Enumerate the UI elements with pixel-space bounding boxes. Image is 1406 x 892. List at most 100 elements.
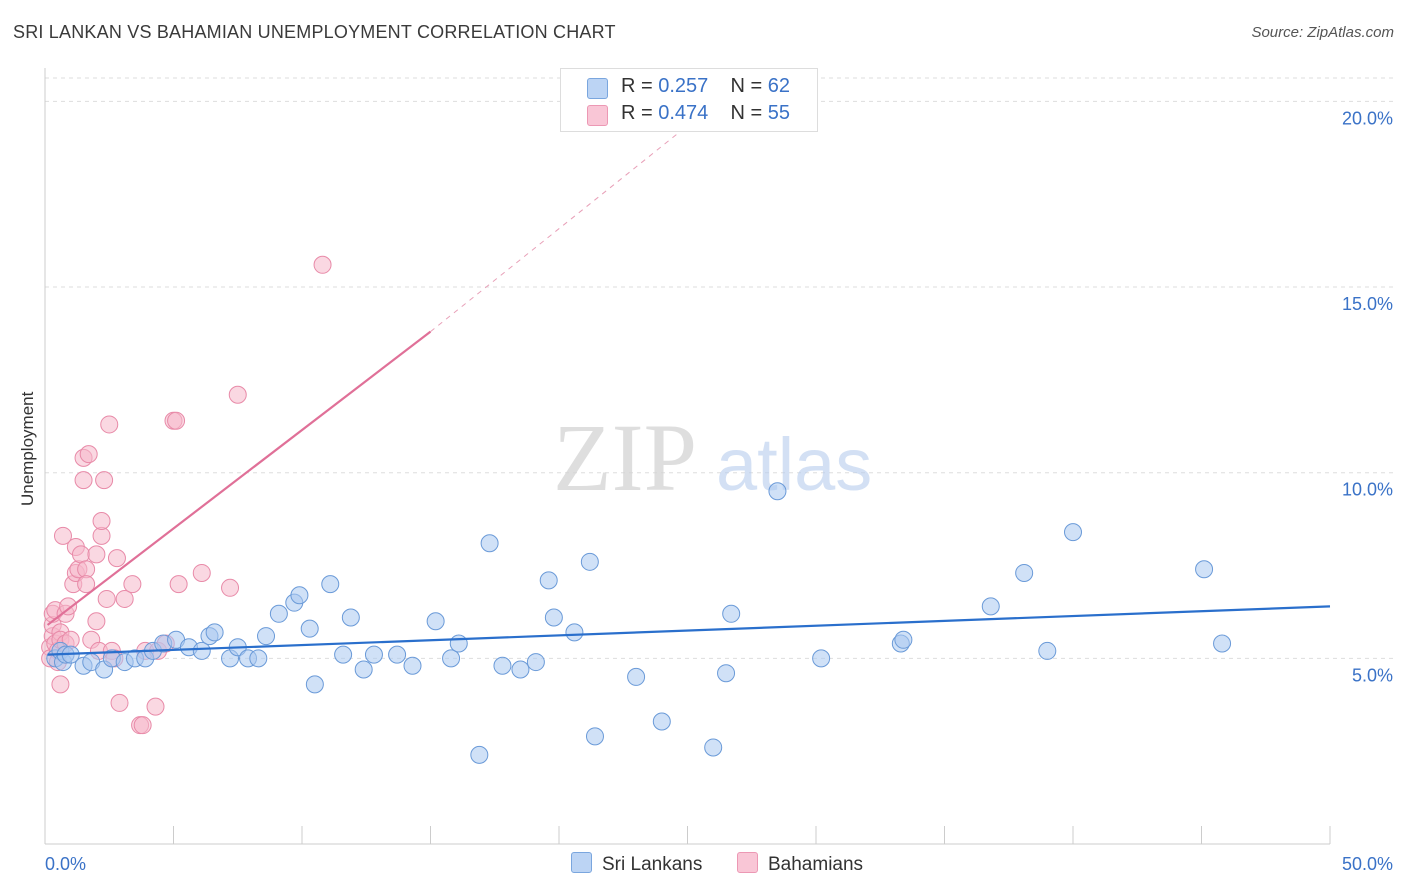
bahamians-point (100, 415, 119, 434)
sri-lankans-point (403, 656, 422, 675)
correlation-legend: R = 0.257 N = 62 R = 0.474 N = 55 (560, 68, 818, 132)
sri-lankans-point (192, 641, 211, 660)
bahamians-point (123, 575, 142, 594)
sri-lankans-point (768, 482, 787, 501)
bahamians-point (87, 612, 106, 631)
bottom-legend-sri-lankans: Sri Lankans (571, 852, 702, 876)
bahamians-point (87, 545, 106, 564)
legend-r-label: R = (621, 102, 659, 124)
bahamians-point (77, 575, 96, 594)
bahamians-point (51, 675, 70, 694)
sri-lankans-point (470, 745, 489, 764)
bahamians-point (74, 471, 93, 490)
bahamians-point (59, 597, 78, 616)
watermark-atlas: atlas (716, 423, 872, 506)
sri-lankans-point (426, 612, 445, 631)
x-tick-label: 0.0% (45, 854, 86, 874)
sri-lankans-point (300, 619, 319, 638)
sri-lankans-point (290, 586, 309, 605)
sri-lankans-point (341, 608, 360, 627)
y-tick-label: 15.0% (1342, 294, 1393, 314)
sri-lankans-point (364, 645, 383, 664)
x-tick-label: 50.0% (1342, 854, 1393, 874)
sri-lankans-point (812, 649, 831, 668)
bahamians-point (107, 549, 126, 568)
bahamians-point (92, 511, 111, 530)
legend-swatch-pink (587, 105, 608, 126)
sri-lankans-point (269, 604, 288, 623)
grid-lines (45, 77, 1393, 659)
bottom-legend-label: Sri Lankans (602, 854, 703, 875)
trend-lines (46, 104, 1331, 656)
bahamians-point (110, 693, 129, 712)
sri-lankans-point (493, 656, 512, 675)
sri-lankans-trendline (47, 605, 1331, 656)
bottom-legend-swatch-blue (571, 852, 592, 873)
y-tick-label: 20.0% (1342, 108, 1393, 128)
tick-labels: 5.0% 10.0% 15.0% 20.0% 0.0% 50.0% (45, 108, 1393, 874)
legend-r-label: R = (621, 75, 659, 97)
sri-lankans-point (704, 738, 723, 757)
sri-lankans-point (480, 534, 499, 553)
sri-lankans-point (539, 571, 558, 590)
sri-lankans-point (1015, 563, 1034, 582)
bahamians-point (133, 716, 152, 735)
sri-lankans-point (257, 627, 276, 646)
y-tick-label: 10.0% (1342, 480, 1393, 500)
chart-title: SRI LANKAN VS BAHAMIAN UNEMPLOYMENT CORR… (13, 22, 616, 42)
legend-r-value: 0.257 (658, 75, 709, 97)
sri-lankans-point (580, 552, 599, 571)
bottom-legend-bahamians: Bahamians (737, 852, 863, 876)
sri-lankans-point (321, 575, 340, 594)
legend-n-value: 55 (767, 102, 791, 124)
axes (44, 68, 1331, 845)
sri-lankans-point (1195, 560, 1214, 579)
bahamians-point (97, 589, 116, 608)
bahamians-point (313, 255, 332, 274)
sri-lankans-point (1064, 523, 1082, 542)
sri-lankans-point (449, 634, 468, 653)
watermark: ZIP atlas (553, 404, 872, 511)
bahamians-point (115, 589, 134, 608)
bahamians-trendline-extension (430, 104, 714, 333)
legend-r-value: 0.474 (658, 102, 709, 124)
legend-n-value: 62 (767, 75, 791, 97)
sri-lankans-point (442, 649, 461, 668)
watermark-zip: ZIP (553, 404, 697, 511)
bahamians-point (79, 445, 98, 464)
sri-lankans-point (334, 645, 353, 664)
sri-lankans-point (354, 660, 373, 679)
bahamians-trendline (46, 330, 432, 626)
sri-lankans-point (981, 597, 1000, 616)
sri-lankans-point (1038, 641, 1057, 660)
sri-lankans-point (305, 675, 324, 694)
sri-lankans-point (652, 712, 671, 731)
source-label: Source: ZipAtlas.com (1251, 24, 1394, 41)
sri-lankans-points (46, 482, 1232, 764)
bahamians-point (228, 385, 247, 404)
sri-lankans-point (1213, 634, 1232, 653)
sri-lankans-point (526, 653, 545, 672)
sri-lankans-point (249, 649, 268, 668)
bahamians-point (192, 563, 211, 582)
sri-lankans-point (205, 623, 224, 642)
bahamians-point (53, 526, 72, 545)
sri-lankans-point (565, 623, 584, 642)
bahamians-point (95, 471, 114, 490)
sri-lankans-point (388, 645, 407, 664)
bahamians-point (146, 697, 165, 716)
sri-lankans-point (544, 608, 563, 627)
legend-swatch-blue (587, 78, 608, 99)
sri-lankans-point (722, 604, 741, 623)
sri-lankans-point (894, 630, 913, 649)
sri-lankans-point (717, 664, 736, 683)
sri-lankans-point (511, 660, 530, 679)
legend-n-label: N = (730, 102, 768, 124)
bottom-legend-swatch-pink (737, 852, 758, 873)
sri-lankans-point (585, 727, 604, 746)
legend-n-label: N = (730, 75, 768, 97)
y-tick-label: 5.0% (1352, 665, 1393, 685)
bahamians-point (169, 575, 188, 594)
bottom-legend-label: Bahamians (768, 854, 864, 875)
